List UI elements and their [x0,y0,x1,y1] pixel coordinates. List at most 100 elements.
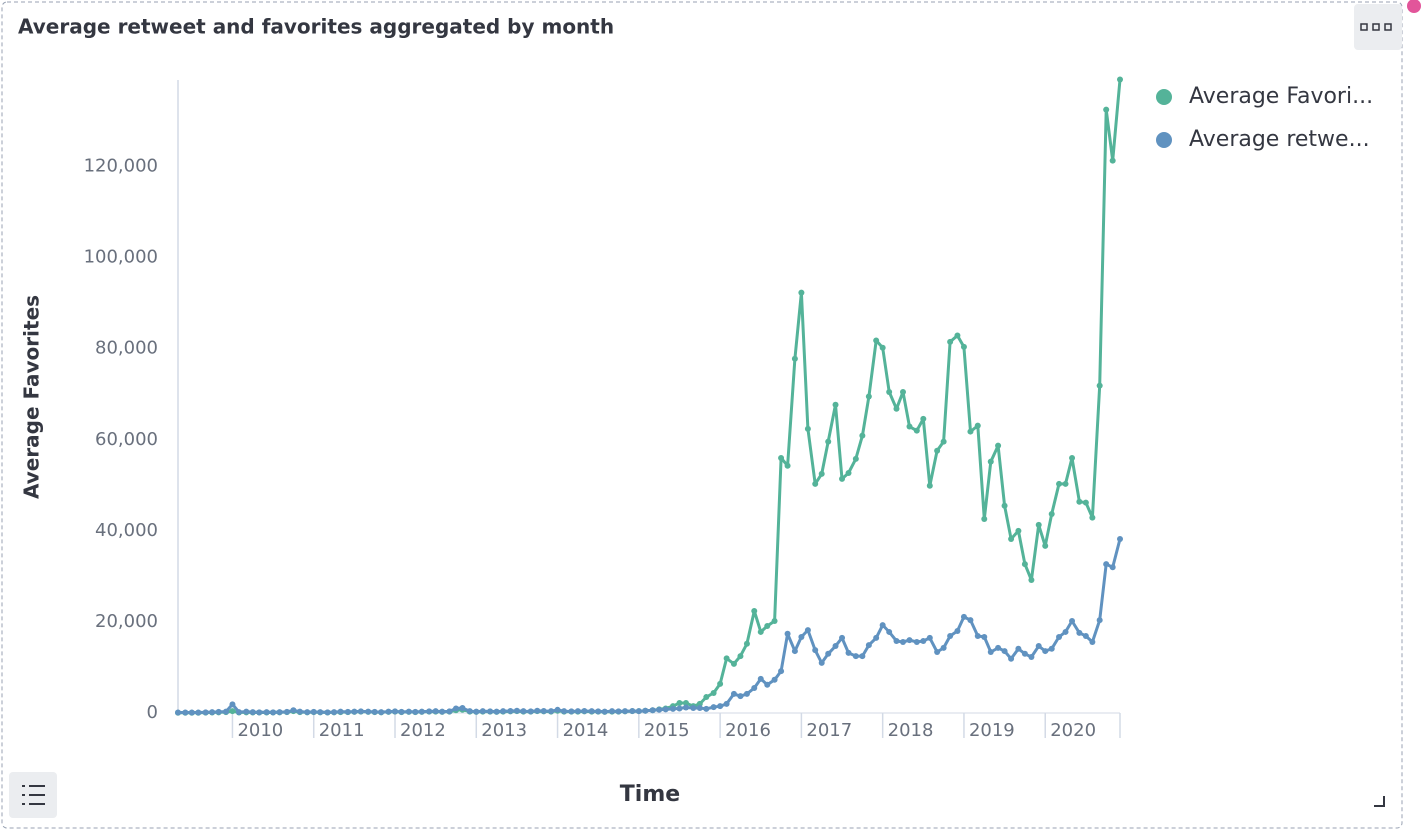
data-point [310,708,317,715]
data-point [1082,499,1089,506]
data-point [751,684,758,691]
x-tick-label: 2017 [806,720,852,741]
data-point [690,704,697,711]
data-point [1042,542,1049,549]
data-point [439,708,446,715]
data-point [182,709,189,716]
list-icon [22,785,45,805]
data-point [412,708,419,715]
data-point [513,707,520,714]
data-point [723,700,730,707]
data-point [337,708,344,715]
data-point [1069,618,1076,625]
data-point [418,708,425,715]
data-point [487,708,494,715]
data-point [520,708,527,715]
y-tick-label: 80,000 [95,338,158,359]
data-point [215,708,222,715]
data-point [710,704,717,711]
data-point [324,709,331,716]
data-point [392,708,399,715]
x-tick-label: 2018 [888,720,934,741]
data-point [601,708,608,715]
data-point [873,337,880,344]
data-point [446,708,453,715]
data-point [676,699,683,706]
legend-swatch [1156,89,1172,105]
y-tick-label: 100,000 [84,247,158,268]
x-axis-title: Time [620,782,680,807]
data-point [717,703,724,710]
data-point [595,708,602,715]
data-point [229,701,236,708]
data-point [899,388,906,395]
data-point [357,708,364,715]
data-point [743,690,750,697]
options-button[interactable] [1354,4,1402,50]
data-point [967,617,974,624]
data-point [920,638,927,645]
data-point [507,707,514,714]
status-dot [1407,0,1421,13]
data-point [737,693,744,700]
data-point [249,709,256,716]
data-point [574,708,581,715]
data-point [1096,617,1103,624]
data-point [426,708,433,715]
data-point [981,633,988,640]
data-point [764,623,771,630]
data-point [452,705,459,712]
data-point [906,637,913,644]
data-point [879,344,886,351]
resize-handle[interactable] [1374,796,1385,807]
data-point [960,343,967,350]
data-point [995,644,1002,651]
data-point [1076,498,1083,505]
data-point [378,709,385,716]
data-point [865,642,872,649]
data-point [270,709,277,716]
data-point [913,427,920,434]
y-tick-label: 0 [147,702,158,723]
data-point [365,708,372,715]
data-point [500,708,507,715]
data-point [845,470,852,477]
data-point [304,709,311,716]
data-point [1008,536,1015,543]
data-point [723,655,730,662]
data-point [642,707,649,714]
data-point [717,680,724,687]
data-point [1001,502,1008,509]
data-point [730,690,737,697]
data-point [1117,76,1123,83]
data-point [703,694,710,701]
data-point [791,648,798,655]
data-point [195,709,202,716]
data-point [751,607,758,614]
data-point [1089,638,1096,645]
data-point [534,707,541,714]
data-point [886,388,893,395]
data-point [290,707,297,714]
data-point [1096,382,1103,389]
data-point [351,708,358,715]
data-point [771,676,778,683]
data-point [757,675,764,682]
data-point [1021,650,1028,657]
x-tick-label: 2010 [237,720,283,741]
data-point [1028,577,1035,584]
data-point [812,647,819,654]
data-point [974,633,981,640]
data-point [798,289,805,296]
data-point [1048,645,1055,652]
data-point [540,707,547,714]
data-point [995,442,1002,449]
data-point [479,708,486,715]
y-tick-label: 60,000 [95,429,158,450]
data-point [1008,655,1015,662]
y-tick-label: 40,000 [95,520,158,541]
data-point [818,659,825,666]
data-point [839,634,846,641]
data-point [609,708,616,715]
